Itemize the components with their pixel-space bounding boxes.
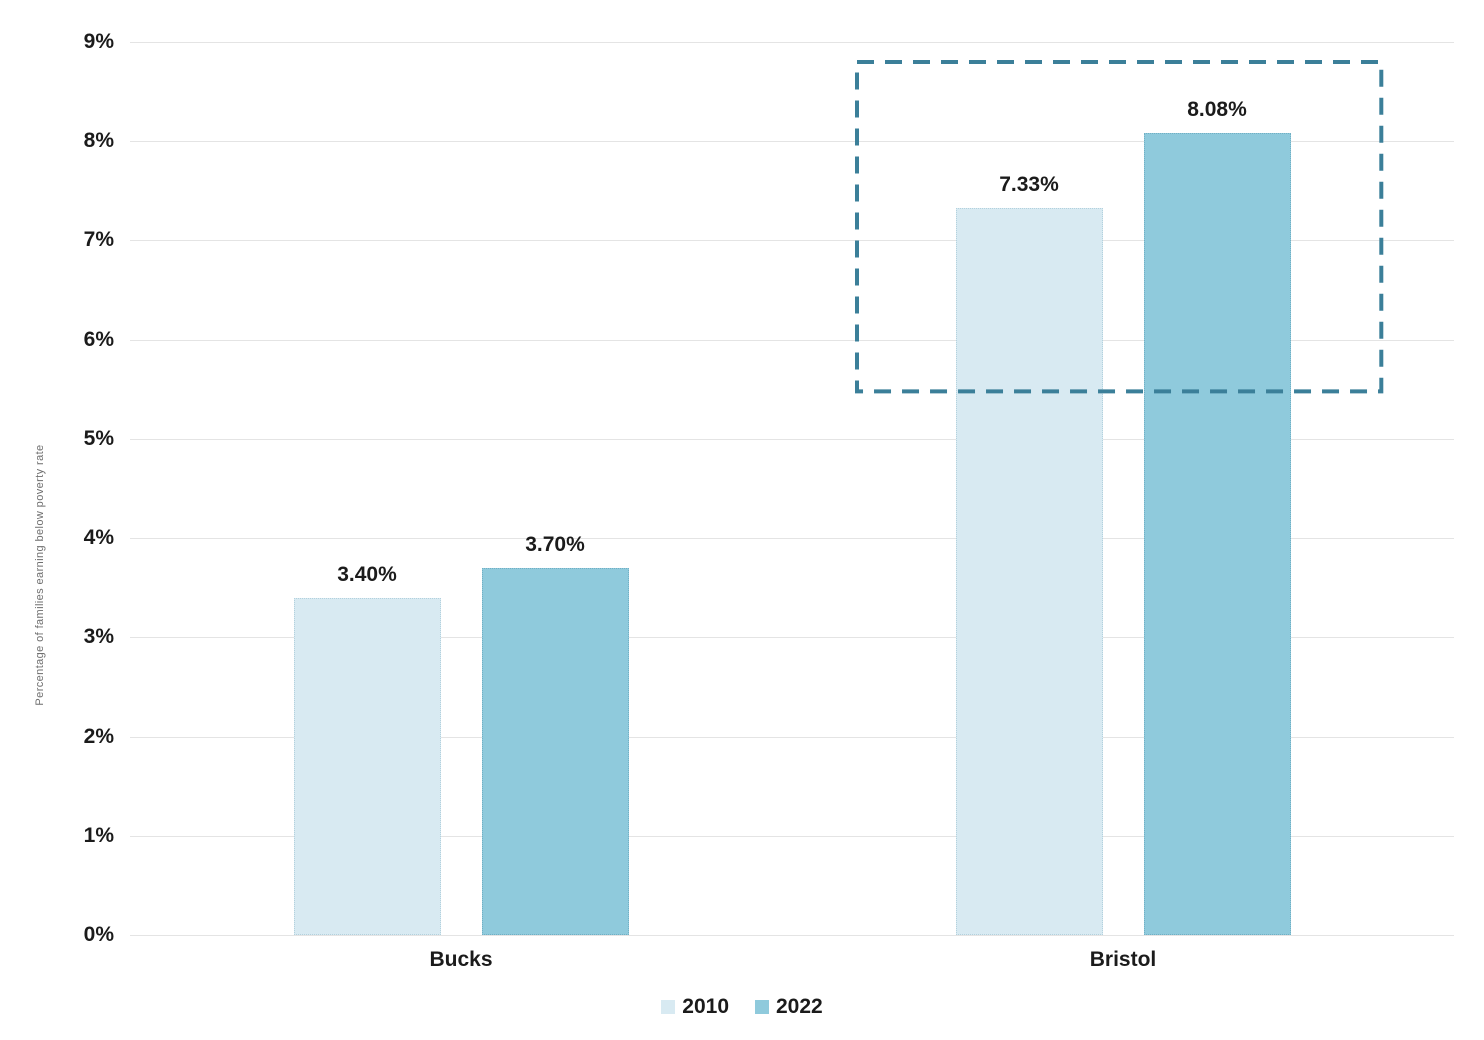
gridline — [130, 935, 1454, 936]
y-tick-label: 5% — [83, 426, 114, 450]
y-tick-label: 3% — [83, 625, 114, 649]
legend-label: 2022 — [776, 995, 823, 1018]
bar-value-label: 8.08% — [1187, 98, 1247, 122]
y-tick-label: 9% — [83, 30, 114, 53]
bar-bucks-2022 — [481, 567, 629, 935]
bar-bucks-2010 — [293, 597, 441, 935]
gridline — [130, 339, 1454, 341]
y-tick-label: 1% — [83, 823, 114, 847]
y-tick-label: 4% — [83, 526, 114, 550]
y-tick-label: 0% — [83, 923, 114, 946]
bar-value-label: 7.33% — [999, 172, 1059, 196]
y-axis-title: Percentage of families earning below pov… — [34, 444, 46, 706]
bar-value-label: 3.70% — [525, 532, 585, 556]
y-tick-label: 6% — [83, 327, 114, 351]
gridline — [130, 736, 1454, 738]
gridline — [130, 141, 1454, 143]
legend-label: 2010 — [682, 995, 729, 1018]
legend-swatch — [755, 1000, 769, 1014]
legend: 2010 2022 — [0, 996, 1484, 1018]
legend-item-2022: 2022 — [755, 996, 823, 1018]
category-label-bristol: Bristol — [1089, 948, 1157, 971]
bar-bristol-2010 — [955, 207, 1103, 935]
y-tick-label: 7% — [83, 228, 114, 252]
bar-value-label: 3.40% — [337, 562, 397, 586]
y-tick-label: 2% — [83, 724, 114, 748]
gridline — [130, 438, 1454, 440]
legend-swatch — [661, 1000, 676, 1014]
gridline — [130, 240, 1454, 242]
y-tick-label: 8% — [83, 129, 114, 153]
highlight-dashed-box — [854, 59, 1384, 394]
legend-item-2010: 2010 — [661, 996, 729, 1018]
gridline — [130, 835, 1454, 837]
category-label-bucks: Bucks — [429, 948, 493, 971]
bar-bristol-2022 — [1143, 133, 1291, 935]
gridline — [130, 637, 1454, 639]
gridline — [130, 538, 1454, 540]
gridline — [130, 42, 1454, 43]
